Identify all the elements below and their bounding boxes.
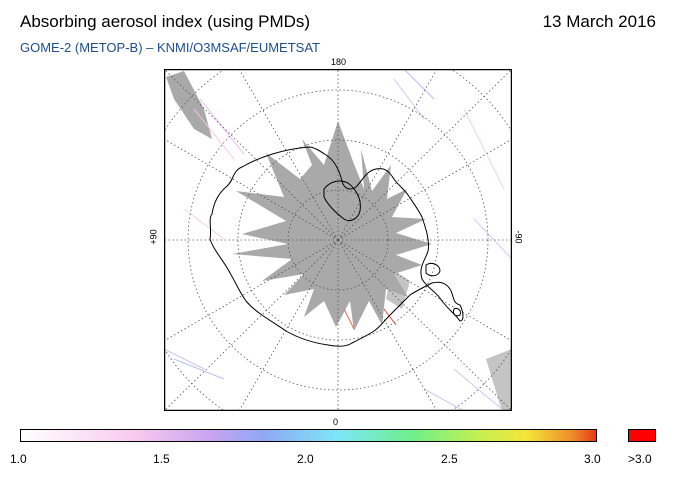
longitude-label-bottom: 0 xyxy=(333,417,339,427)
no-data-polar-region xyxy=(232,121,432,331)
map-subtitle: GOME-2 (METOP-B) – KNMI/O3MSAF/EUMETSAT xyxy=(20,40,320,55)
colorbar-overflow-swatch xyxy=(628,429,656,442)
colorbar-overflow-label: >3.0 xyxy=(628,452,652,466)
map-frame xyxy=(164,69,512,411)
colorbar xyxy=(20,429,597,442)
no-data-swath xyxy=(486,349,512,411)
longitude-label-right: -90 xyxy=(513,230,524,244)
meridians xyxy=(164,69,512,411)
colorbar-tick-label: 1.0 xyxy=(10,452,27,466)
map-title: Absorbing aerosol index (using PMDs) xyxy=(20,12,311,31)
longitude-label-left: +90 xyxy=(148,229,159,245)
no-data-swath xyxy=(166,71,212,139)
colorbar-tick-label: 2.0 xyxy=(297,452,314,466)
colorbar-tick-label: 2.5 xyxy=(441,452,458,466)
colorbar-tick-label: 3.0 xyxy=(584,452,601,466)
coastline-peninsula xyxy=(323,180,361,222)
colorbar-tick-label: 1.5 xyxy=(153,452,170,466)
aerosol-streaks xyxy=(164,69,512,411)
coastline xyxy=(209,146,464,347)
map-date: 13 March 2016 xyxy=(542,12,656,31)
longitude-label-top: 180 xyxy=(331,57,347,67)
coastline-islands xyxy=(425,262,461,317)
polar-map xyxy=(164,69,512,411)
